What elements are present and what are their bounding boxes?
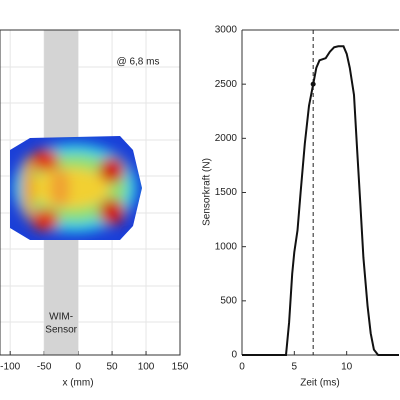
left-panel: -100 -50 0 50 100 150 @ 6,8 ms x (mm)	[0, 29, 189, 389]
x-axis-label: Zeit (ms)	[300, 378, 339, 389]
x-tick-label: 10	[341, 362, 353, 373]
x-tick-label: 0	[75, 362, 81, 373]
x-tick-label: 50	[107, 362, 119, 373]
annotation: @ 6,8 ms	[117, 57, 160, 68]
force-line	[242, 45, 399, 356]
y-tick-label: 1000	[215, 241, 238, 252]
y-tick-label: 2500	[215, 79, 238, 90]
point-marker	[310, 81, 316, 87]
band-label: WIM-	[49, 312, 73, 323]
x-tick-label: 5	[292, 362, 298, 373]
x-tick-label: -100	[0, 362, 20, 373]
x-tick-label: 100	[138, 362, 155, 373]
x-tick-label: -50	[37, 362, 52, 373]
pressure-map	[10, 136, 142, 240]
y-tick-label: 3000	[215, 25, 238, 36]
x-tick-label: 150	[172, 362, 189, 373]
x-tick-label: 0	[239, 362, 245, 373]
y-tick-label: 2000	[215, 133, 238, 144]
y-tick-label: 500	[220, 295, 237, 306]
y-tick-label: 1500	[215, 187, 238, 198]
band-label: Sensor	[45, 325, 77, 336]
right-panel: Sensorkraft (N) Zeit (ms) 0 500 1000 1500 20…	[202, 25, 399, 389]
y-axis-label: Sensorkraft (N)	[202, 158, 213, 226]
y-tick-label: 0	[231, 350, 237, 361]
x-axis-label: x (mm)	[62, 378, 93, 389]
plot-frame	[0, 29, 181, 356]
